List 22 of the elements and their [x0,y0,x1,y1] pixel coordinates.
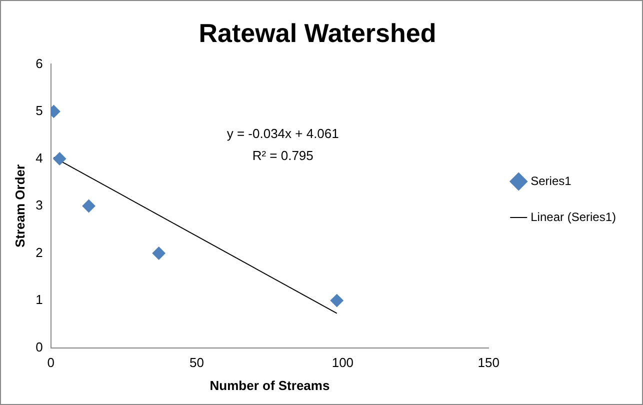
y-tick-label: 3 [36,198,43,213]
x-tick-label: 0 [47,355,54,370]
x-tick-label: 50 [190,355,204,370]
y-tick-label: 0 [36,339,43,354]
chart-title: Ratewal Watershed [198,18,436,48]
y-tick-label: 6 [36,56,43,71]
y-axis-title: Stream Order [12,164,28,248]
y-tick-label: 2 [36,244,43,260]
point [330,294,344,308]
y-tick-label: 5 [36,103,43,118]
x-tick-label: 150 [478,355,500,370]
annotation: R² = 0.795 [252,148,314,164]
x-tick-label: 100 [332,355,354,370]
annotation: y = -0.034x + 4.061 [226,126,339,142]
y-tick-label: 1 [36,292,43,308]
y-tick-label: 4 [36,150,43,166]
legend-label: Linear (Series1) [530,210,616,224]
x-axis-title: Number of Streams [210,378,330,393]
point [82,200,96,212]
point [152,246,166,260]
legend-label: Series1 [530,174,572,188]
point [53,152,66,166]
